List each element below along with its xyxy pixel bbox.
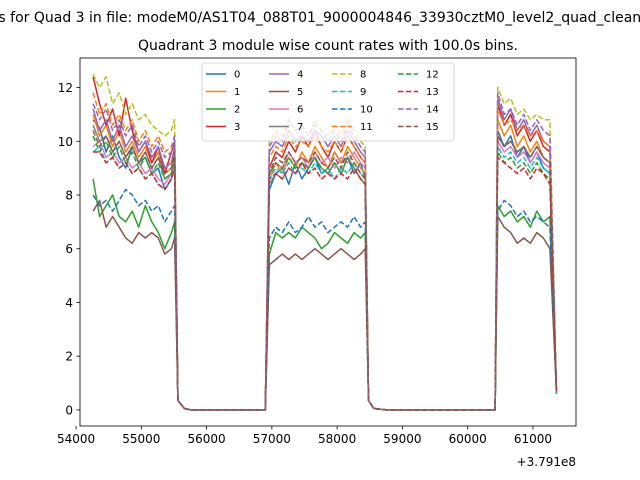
legend-label-2: 2 [234, 105, 240, 116]
legend-label-12: 12 [426, 70, 439, 81]
legend-label-0: 0 [234, 70, 240, 81]
x-tick-label: 59000 [383, 432, 421, 446]
legend-label-3: 3 [234, 122, 240, 133]
legend-label-1: 1 [234, 87, 240, 98]
x-tick-label: 61000 [514, 432, 552, 446]
legend-frame [201, 62, 455, 142]
plot-lines [92, 73, 558, 411]
plot-frame [79, 57, 577, 427]
y-tick-label: 2 [65, 350, 73, 364]
legend-label-5: 5 [297, 87, 303, 98]
y-tick-label: 4 [65, 296, 73, 310]
x-tick-label: 57000 [253, 432, 291, 446]
legend-label-4: 4 [297, 70, 303, 81]
chart-suptitle: Plots for Quad 3 in file: modeM0/AS1T04_… [0, 10, 640, 26]
series-line-14 [92, 92, 558, 411]
legend-label-14: 14 [426, 105, 439, 116]
y-tick-label: 10 [58, 135, 73, 149]
x-tick-label: 60000 [449, 432, 487, 446]
legend-label-15: 15 [426, 122, 439, 133]
legend-label-9: 9 [360, 87, 366, 98]
y-tick-label: 8 [65, 188, 73, 202]
x-tick-label: 58000 [318, 432, 356, 446]
x-axis-offset-label: +3.791e8 [517, 455, 576, 469]
chart-title: Quadrant 3 module wise count rates with … [138, 38, 518, 54]
legend-label-8: 8 [360, 70, 366, 81]
x-tick-label: 56000 [188, 432, 226, 446]
y-axis: 0 2 4 6 8 10 12 [58, 81, 80, 417]
y-tick-label: 0 [65, 403, 73, 417]
legend-label-6: 6 [297, 105, 303, 116]
legend-label-7: 7 [297, 122, 303, 133]
series-line-15 [92, 130, 558, 411]
x-tick-label: 54000 [57, 432, 95, 446]
x-axis: 54000 55000 56000 57000 58000 59000 60000 61000 [57, 426, 552, 446]
legend-label-13: 13 [426, 87, 439, 98]
y-tick-label: 6 [65, 242, 73, 256]
series-line-8 [92, 73, 558, 411]
y-tick-label: 12 [58, 81, 73, 95]
x-tick-label: 55000 [122, 432, 160, 446]
legend-label-11: 11 [360, 122, 373, 133]
legend-label-10: 10 [360, 105, 373, 116]
